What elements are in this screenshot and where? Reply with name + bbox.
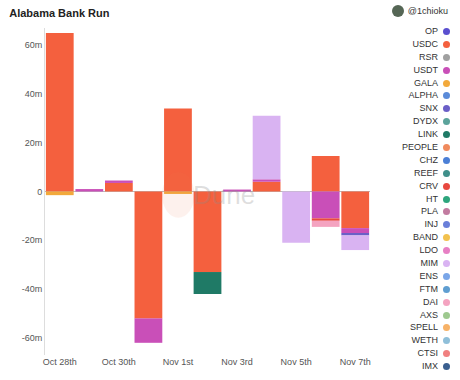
html-text:CRV: CRV <box>419 180 438 191</box>
html-text:ALPHA: ALPHA <box>408 90 438 101</box>
html-text:CHZ: CHZ <box>419 154 438 165</box>
html-text:REEF: REEF <box>414 167 438 178</box>
svg-text:0: 0 <box>37 187 42 197</box>
html-text:LINK: LINK <box>418 129 438 140</box>
html-text:INJ: INJ <box>424 219 438 230</box>
html-text:DAI: DAI <box>423 296 438 307</box>
html-text:@1chioku: @1chioku <box>407 6 448 16</box>
html-text:PLA: PLA <box>421 206 438 217</box>
svg-text:40m: 40m <box>25 89 43 99</box>
html-text:IMX: IMX <box>422 361 438 372</box>
html-text:BAND: BAND <box>413 232 438 243</box>
html-text:FTM: FTM <box>419 283 438 294</box>
html-text:RSR: RSR <box>419 51 438 62</box>
svg-text:Dune: Dune <box>193 180 255 210</box>
html-text:USDC: USDC <box>412 38 438 49</box>
svg-text:Oct 30th: Oct 30th <box>102 357 136 367</box>
svg-text:-60m: -60m <box>22 333 43 343</box>
html-text:CTSI: CTSI <box>417 348 438 359</box>
svg-text:Alabama Bank Run: Alabama Bank Run <box>9 7 110 19</box>
html-text:USDT: USDT <box>413 64 438 75</box>
html-text:HT: HT <box>426 193 438 204</box>
html-text:DYDX: DYDX <box>413 116 438 127</box>
html-text:LDO: LDO <box>419 245 438 256</box>
html-text:PEOPLE: PEOPLE <box>402 142 438 152</box>
html-text:GALA: GALA <box>414 77 438 88</box>
svg-text:Nov 7th: Nov 7th <box>340 357 371 367</box>
html-text:MIM: MIM <box>420 258 438 268</box>
svg-text:Nov 1st: Nov 1st <box>163 357 194 367</box>
html-text:SNX: SNX <box>419 103 438 114</box>
html-text:OP: OP <box>425 26 438 36</box>
svg-text:Nov 5th: Nov 5th <box>281 357 312 367</box>
svg-text:60m: 60m <box>25 40 43 50</box>
html-text:AXS: AXS <box>420 309 438 320</box>
svg-text:Nov 3rd: Nov 3rd <box>221 357 253 367</box>
html-text:ENS: ENS <box>419 270 438 281</box>
html-text:WETH: WETH <box>411 335 438 346</box>
svg-text:-20m: -20m <box>22 235 43 245</box>
html-text:SPELL: SPELL <box>410 322 438 333</box>
svg-text:20m: 20m <box>25 138 43 148</box>
svg-text:-40m: -40m <box>22 284 43 294</box>
svg-text:Oct 28th: Oct 28th <box>43 357 77 367</box>
